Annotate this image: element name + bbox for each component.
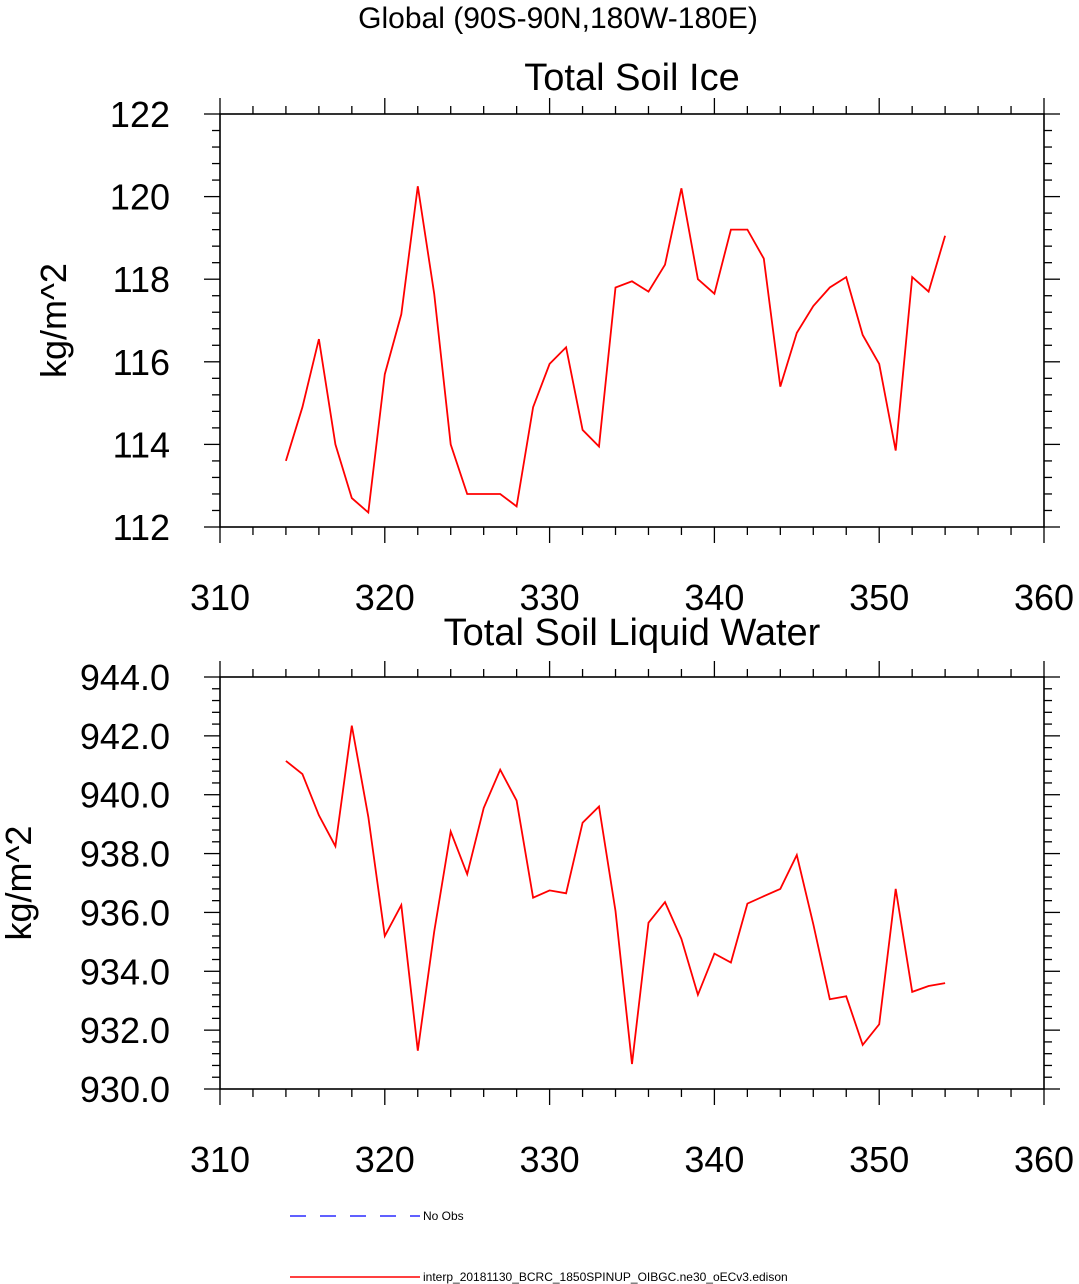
x-tick-label-total-soil-ice: 360 (1014, 577, 1074, 618)
y-tick-label-total-soil-ice: 120 (110, 177, 170, 218)
legend-label-model: interp_20181130_BCRC_1850SPINUP_OIBGC.ne… (423, 1270, 788, 1284)
y-tick-label-total-soil-liquid-water: 940.0 (80, 775, 170, 816)
plot-frame-total-soil-ice (219, 113, 1045, 528)
y-tick-label-total-soil-liquid-water: 944.0 (80, 657, 170, 698)
x-tick-label-total-soil-liquid-water: 320 (355, 1139, 415, 1180)
y-tick-label-total-soil-ice: 112 (113, 507, 170, 548)
y-tick-label-total-soil-ice: 122 (110, 94, 170, 135)
x-tick-label-total-soil-liquid-water: 360 (1014, 1139, 1074, 1180)
x-tick-label-total-soil-ice: 320 (355, 577, 415, 618)
x-tick-label-total-soil-liquid-water: 350 (849, 1139, 909, 1180)
y-tick-label-total-soil-liquid-water: 932.0 (80, 1010, 170, 1051)
x-tick-label-total-soil-liquid-water: 340 (684, 1139, 744, 1180)
series-line-total-soil-liquid-water (285, 725, 946, 1065)
chart-title-total-soil-liquid-water: Total Soil Liquid Water (444, 612, 821, 654)
y-axis-label-total-soil-liquid-water: kg/m^2 (0, 826, 39, 941)
x-tick-label-total-soil-ice: 310 (190, 577, 250, 618)
x-tick-label-total-soil-liquid-water: 330 (520, 1139, 580, 1180)
y-tick-label-total-soil-liquid-water: 934.0 (80, 951, 170, 992)
plot-frame-total-soil-liquid-water (219, 676, 1045, 1090)
y-tick-label-total-soil-ice: 116 (113, 342, 170, 383)
y-tick-label-total-soil-ice: 118 (113, 259, 170, 300)
chart-total-soil-liquid-water: Total Soil Liquid Water kg/m^2 310 320 330 34… (0, 612, 1074, 1180)
chart-total-soil-ice: Total Soil Ice kg/m^2 310 320 330 340 350 360 11… (33, 57, 1074, 618)
legend-label-no-obs: No Obs (423, 1209, 464, 1223)
x-tick-label-total-soil-ice: 340 (684, 577, 744, 618)
series-line-total-soil-ice (285, 186, 946, 515)
y-tick-label-total-soil-liquid-water: 938.0 (80, 834, 170, 875)
figure-title: Global (90S-90N,180W-180E) (358, 2, 758, 35)
y-tick-label-total-soil-ice: 114 (113, 424, 170, 465)
x-tick-label-total-soil-ice: 350 (849, 577, 909, 618)
y-tick-label-total-soil-liquid-water: 942.0 (80, 716, 170, 757)
chart-title-total-soil-ice: Total Soil Ice (524, 57, 739, 99)
x-tick-label-total-soil-ice: 330 (520, 577, 580, 618)
y-tick-label-total-soil-liquid-water: 930.0 (80, 1069, 170, 1110)
x-tick-label-total-soil-liquid-water: 310 (190, 1139, 250, 1180)
y-axis-label-total-soil-ice: kg/m^2 (33, 263, 74, 378)
y-tick-label-total-soil-liquid-water: 936.0 (80, 892, 170, 933)
legend: No Obs interp_20181130_BCRC_1850SPINUP_O… (290, 1209, 788, 1284)
